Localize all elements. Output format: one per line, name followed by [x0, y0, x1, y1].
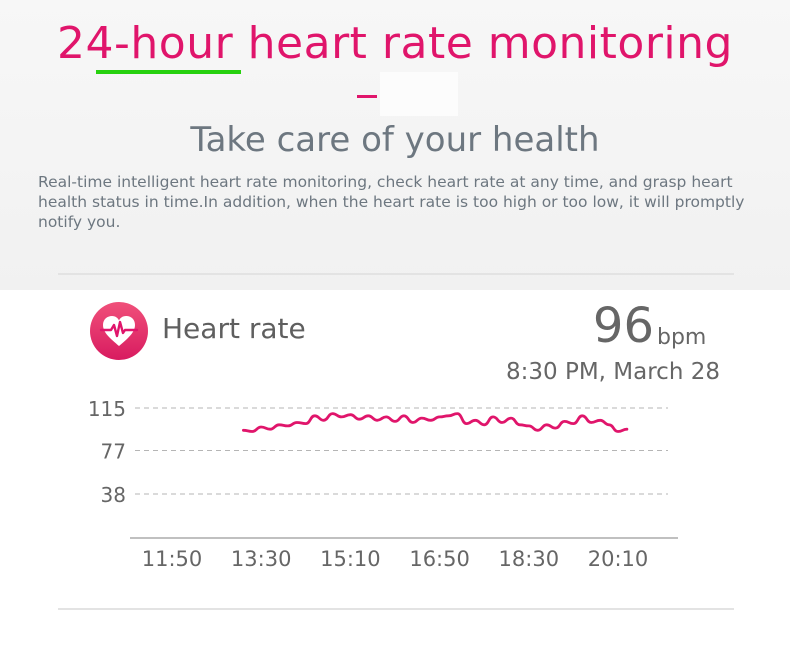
page-title: 24-hour heart rate monitoring — [57, 18, 733, 69]
card-bottom-divider — [58, 608, 734, 610]
white-patch — [380, 72, 458, 116]
x-tick-label: 13:30 — [231, 547, 292, 571]
subtitle: Take care of your health — [190, 120, 600, 160]
measurement-timestamp: 8:30 PM, March 28 — [506, 359, 720, 385]
heart-rate-unit: bpm — [657, 325, 707, 350]
card-top-divider — [58, 273, 734, 275]
description: Real-time intelligent heart rate monitor… — [38, 173, 745, 231]
heart-rate-chart: 115 77 38 11:50 13:30 15:10 16:50 18:30 20:10 — [88, 397, 678, 571]
heart-rate-value: 96 — [592, 298, 654, 354]
x-tick-label: 15:10 — [320, 547, 381, 571]
heart-rate-label: Heart rate — [162, 312, 306, 345]
header-band — [0, 0, 790, 290]
x-tick-label: 16:50 — [409, 547, 470, 571]
y-tick-label: 38 — [101, 483, 126, 507]
x-tick-label: 18:30 — [499, 547, 560, 571]
dash-mark — [357, 95, 377, 98]
title-underline — [96, 70, 241, 74]
x-tick-label: 20:10 — [588, 547, 649, 571]
y-tick-label: 115 — [88, 397, 126, 421]
heart-rate-series-line — [242, 412, 629, 433]
y-tick-label: 77 — [101, 439, 126, 463]
heart-rate-icon — [89, 301, 149, 361]
x-tick-label: 11:50 — [142, 547, 203, 571]
